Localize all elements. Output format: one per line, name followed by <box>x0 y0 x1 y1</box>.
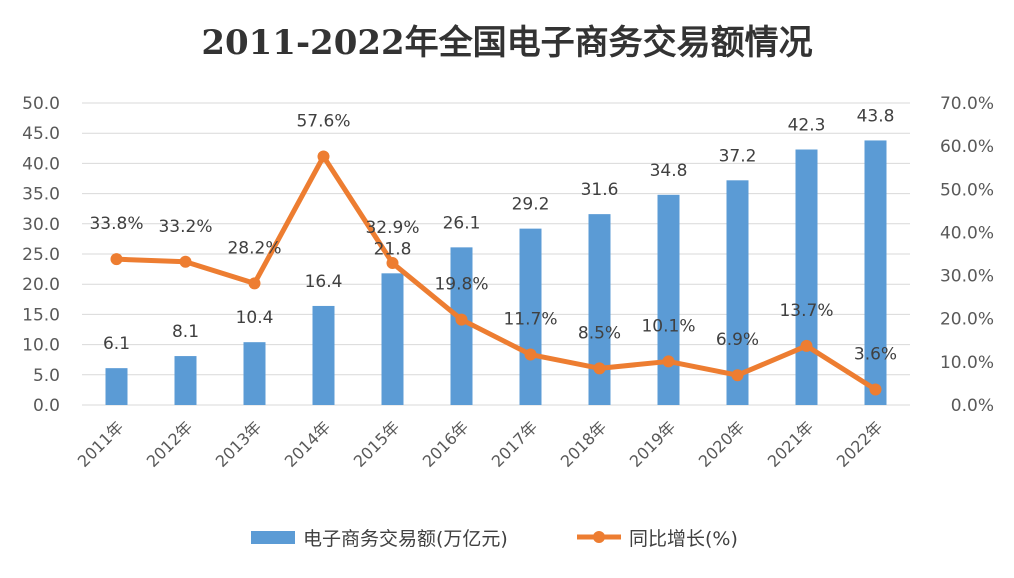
bar <box>174 356 197 405</box>
x-tick-label: 2018年 <box>557 417 611 471</box>
x-tick-label: 2015年 <box>350 417 404 471</box>
x-tick-label: 2016年 <box>419 417 473 471</box>
line-point <box>386 257 399 270</box>
left-tick-label: 35.0 <box>22 185 60 205</box>
line-data-label: 32.9% <box>365 218 419 238</box>
bar-data-label: 16.4 <box>305 272 343 292</box>
right-tick-label: 70.0% <box>940 94 994 114</box>
bar <box>243 342 266 405</box>
legend-bar-swatch <box>251 531 295 544</box>
line-point <box>869 383 882 396</box>
right-y-axis: 0.0% 10.0% 20.0% 30.0% 40.0% 50.0% 60.0% 70.0% <box>940 94 994 416</box>
bar <box>105 368 128 405</box>
bar-data-label: 31.6 <box>581 180 619 200</box>
left-tick-label: 5.0 <box>33 366 60 386</box>
left-tick-label: 50.0 <box>22 94 60 114</box>
legend-line-label: 同比增长(%) <box>629 528 738 550</box>
left-tick-label: 20.0 <box>22 275 60 295</box>
line-point <box>110 253 123 266</box>
legend-bar-label: 电子商务交易额(万亿元) <box>303 528 508 550</box>
line-data-label: 57.6% <box>296 111 350 131</box>
x-tick-label: 2019年 <box>626 417 680 471</box>
bar-data-labels: 6.1 8.1 10.4 16.4 21.8 26.1 29.2 31.6 34.8 37.2 42… <box>103 106 894 354</box>
bar <box>519 228 542 405</box>
bar-data-label: 8.1 <box>172 322 199 342</box>
left-y-axis: 0.0 5.0 10.0 15.0 20.0 25.0 30.0 35.0 40.0 45.0 50… <box>22 94 60 416</box>
left-tick-label: 25.0 <box>22 245 60 265</box>
bar <box>795 149 818 405</box>
bar <box>312 305 335 405</box>
line-data-label: 10.1% <box>641 316 695 336</box>
left-tick-label: 40.0 <box>22 154 60 174</box>
line-series <box>110 150 882 396</box>
line-point <box>800 339 813 352</box>
right-tick-label: 40.0% <box>940 223 994 243</box>
legend-line-marker <box>593 531 605 543</box>
bar-series <box>105 140 887 405</box>
bar <box>864 140 887 405</box>
bar <box>588 214 611 405</box>
x-tick-label: 2021年 <box>764 417 818 471</box>
line-data-label: 3.6% <box>854 344 897 364</box>
right-tick-label: 60.0% <box>940 137 994 157</box>
x-tick-label: 2020年 <box>695 417 749 471</box>
left-tick-label: 45.0 <box>22 124 60 144</box>
line-point <box>179 255 192 268</box>
line-data-label: 28.2% <box>227 238 281 258</box>
line-data-label: 33.8% <box>89 214 143 234</box>
chart-title: 2011-2022年全国电子商务交易额情况 <box>201 23 812 63</box>
bar <box>726 180 749 405</box>
line-data-label: 13.7% <box>779 301 833 321</box>
line-point <box>662 355 675 368</box>
bar <box>657 194 680 405</box>
bar-data-label: 37.2 <box>719 146 757 166</box>
line-point <box>248 277 261 290</box>
series-line <box>114 153 878 392</box>
line-point <box>524 348 537 361</box>
x-tick-label: 2012年 <box>143 417 197 471</box>
bar-data-label: 6.1 <box>103 334 130 354</box>
bar-data-label: 29.2 <box>512 195 550 215</box>
legend: 电子商务交易额(万亿元) 同比增长(%) <box>251 528 738 550</box>
right-tick-label: 30.0% <box>940 267 994 287</box>
bar <box>450 247 473 405</box>
right-tick-label: 50.0% <box>940 180 994 200</box>
bar-data-label: 21.8 <box>374 239 412 259</box>
bar-data-label: 42.3 <box>788 116 826 136</box>
line-data-labels: 33.8% 33.2% 28.2% 57.6% 32.9% 19.8% 11.7% 8.5% 1… <box>89 111 897 364</box>
bar-data-label: 26.1 <box>443 213 481 233</box>
line-point <box>731 369 744 382</box>
line-data-label: 11.7% <box>503 310 557 330</box>
right-tick-label: 20.0% <box>940 310 994 330</box>
left-tick-label: 0.0 <box>33 396 60 416</box>
x-tick-label: 2017年 <box>488 417 542 471</box>
bar-data-label: 10.4 <box>236 308 274 328</box>
line-point <box>317 150 330 163</box>
line-point <box>455 313 468 326</box>
bar-data-label: 43.8 <box>857 106 895 126</box>
line-data-label: 6.9% <box>716 330 759 350</box>
right-tick-label: 10.0% <box>940 353 994 373</box>
left-tick-label: 30.0 <box>22 215 60 235</box>
x-tick-label: 2011年 <box>74 417 128 471</box>
line-data-label: 8.5% <box>578 323 621 343</box>
line-point <box>593 362 606 375</box>
x-axis: 2011年 2012年 2013年 2014年 2015年 2016年 2017年 2018年… <box>74 417 887 471</box>
bar-data-label: 34.8 <box>650 161 688 181</box>
x-tick-label: 2014年 <box>281 417 335 471</box>
line-data-label: 19.8% <box>434 275 488 295</box>
gridlines <box>82 102 910 406</box>
x-tick-label: 2022年 <box>833 417 887 471</box>
left-tick-label: 10.0 <box>22 336 60 356</box>
bar <box>381 273 404 405</box>
line-data-label: 33.2% <box>158 217 212 237</box>
x-tick-label: 2013年 <box>212 417 266 471</box>
left-tick-label: 15.0 <box>22 305 60 325</box>
right-tick-label: 0.0% <box>951 396 994 416</box>
